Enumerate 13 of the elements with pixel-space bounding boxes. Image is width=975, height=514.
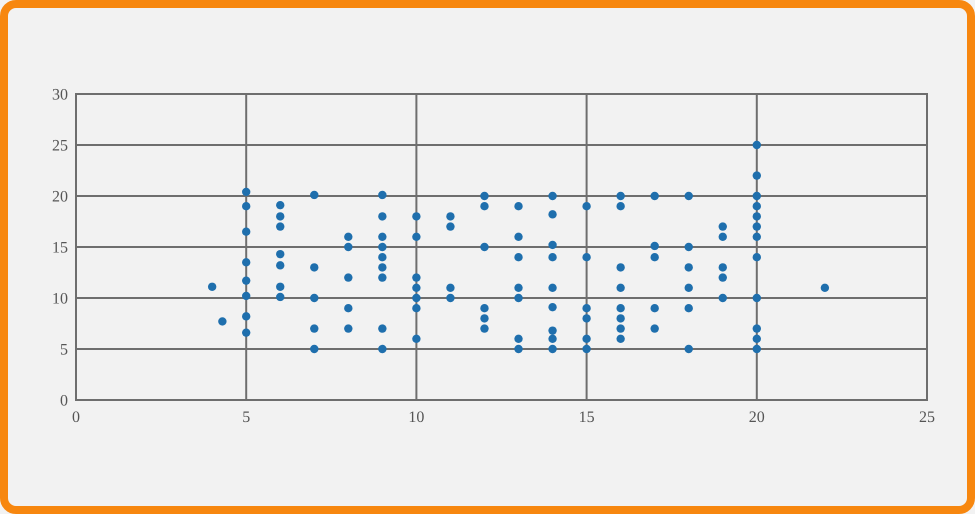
y-tick-label: 5	[60, 342, 68, 359]
y-tick-label: 25	[52, 138, 68, 155]
y-tick-label: 30	[52, 86, 68, 104]
x-tick-label: 25	[919, 409, 935, 426]
x-tick-label: 20	[748, 409, 765, 426]
y-tick-label: 10	[52, 290, 68, 308]
y-tick-label: 20	[52, 188, 68, 206]
x-tick-label: 5	[242, 409, 250, 426]
y-tick-label: 15	[52, 240, 68, 257]
x-tick-label: 15	[578, 409, 595, 426]
y-tick-label: 0	[60, 392, 68, 410]
x-tick-label: 0	[72, 409, 80, 426]
x-tick-label: 10	[408, 409, 424, 426]
